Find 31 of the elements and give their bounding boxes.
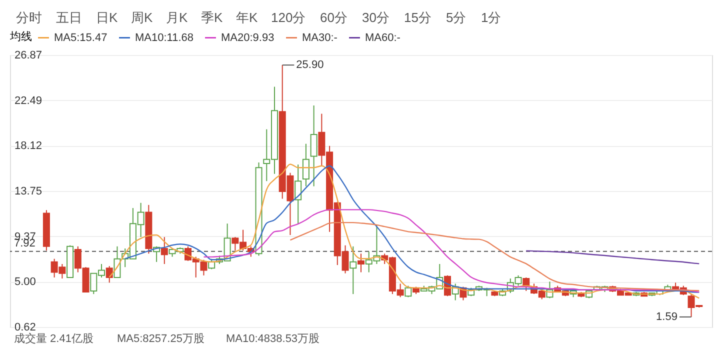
text: 年K [236,10,258,25]
y-tick-label: 26.87 [14,50,42,62]
text: 5分 [446,10,466,25]
text: 120分 [271,10,306,25]
y-tick-label: 5.00 [14,276,36,288]
legend-title: 均线 [9,30,32,43]
text: 日K [96,10,118,25]
y-tick-label: 22.49 [14,94,42,107]
annotation: 25.90 [296,59,324,72]
text: 1分 [481,10,502,25]
legend-label: MA5:15.47 [54,32,108,44]
legend-label: MA10:11.68 [135,32,194,44]
text: 成交量 2.41亿股 [14,332,94,345]
text: MA10:4838.53万股 [226,333,320,345]
text: 五日 [56,10,82,25]
text: 15分 [404,10,432,25]
text: 周K [131,10,153,25]
ref-line-label: 7.92 [14,237,36,250]
text: 月K [166,10,188,25]
text: 30分 [362,10,390,25]
text: MA5:8257.25万股 [117,333,204,345]
text: 分时 [16,10,42,25]
legend-label: MA20:9.93 [221,32,274,44]
y-tick-label: 13.75 [14,185,42,198]
legend-label: MA30:- [302,32,338,44]
text: 60分 [320,10,348,25]
legend-label: MA60:- [365,32,401,44]
annotation: 1.59 [656,310,678,323]
y-tick-label: 0.62 [14,322,36,334]
text: 季K [201,10,223,25]
y-tick-label: 18.12 [14,140,42,152]
